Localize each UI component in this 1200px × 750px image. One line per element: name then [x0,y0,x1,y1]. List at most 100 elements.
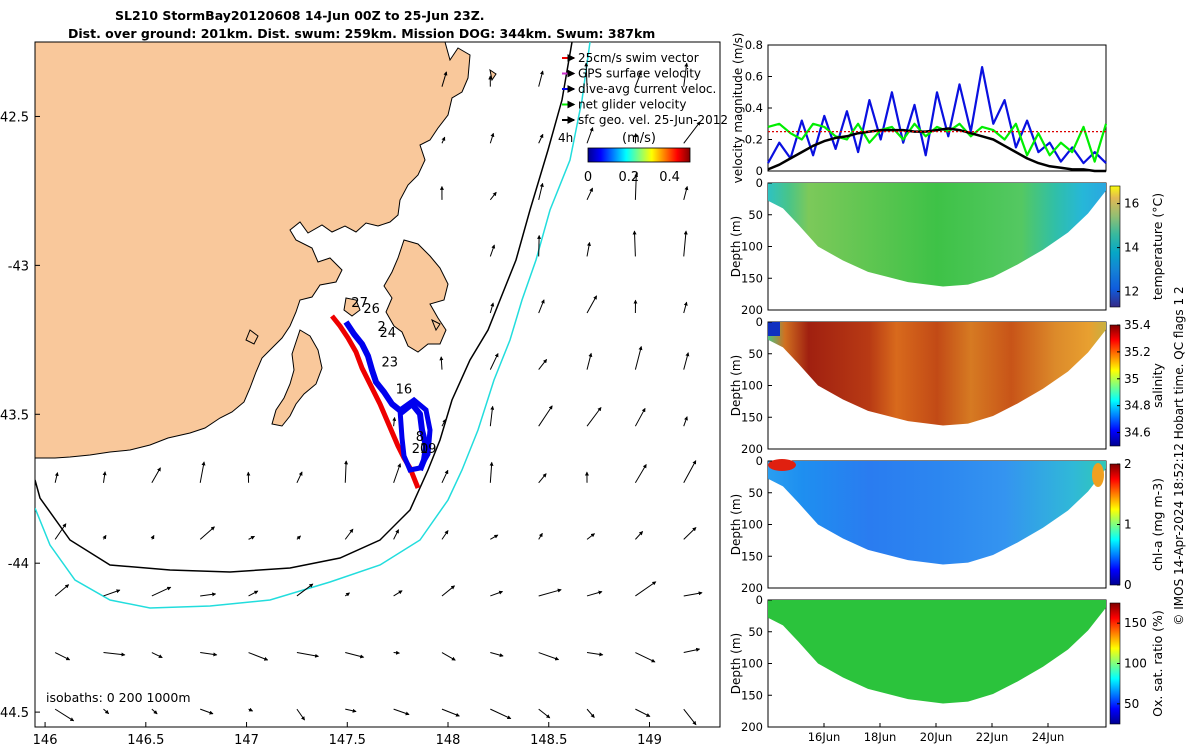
velocity-vector [296,535,301,540]
velocity-vector [54,584,70,597]
map-y-tick-label: 43.5 [0,408,29,423]
land-bruny [271,329,323,427]
velocity-y-tick-label: 0.2 [745,133,763,147]
section-colorbar-tick-label: 50 [1124,697,1139,711]
velocity-vector [200,592,217,597]
velocity-vector [538,133,544,144]
section-y-tick-label: 50 [748,347,763,361]
velocity-vector [489,244,496,257]
section-y-tick-label: 100 [741,657,763,671]
velocity-vector [538,405,553,427]
velocity-vector [490,708,512,720]
velocity-vector [199,526,215,540]
velocity-vector [490,590,504,597]
velocity-vector [538,708,551,719]
velocity-vector [586,406,602,427]
credit-text: © IMOS 14-Apr-2024 18:52:12 Hobart time.… [1172,286,1186,625]
velocity-vector [538,358,548,370]
velocity-vector [489,132,495,144]
velocity-y-tick-label: 0.8 [745,38,763,52]
velocity-vector [441,652,456,661]
section-data-fill [768,600,1106,704]
land-small-islands [245,68,497,345]
velocity-vector [103,652,126,657]
section-y-tick-label: 150 [741,688,763,702]
velocity-vector [296,471,303,483]
legend-label: dive-avg current veloc. [578,82,716,96]
legend-label: 25cm/s swim vector [578,51,699,65]
velocity-vector [393,463,402,483]
section-y-tick-label: 100 [741,379,763,393]
velocity-vector [248,590,259,597]
velocity-axes [767,44,1107,172]
velocity-vector [344,528,354,540]
map-x-ticks: 146 146.5 147 147.5 148 148.5 149 [33,722,662,748]
section-ylabel: Depth (m) [729,494,743,555]
section-colorbar-tick-label: 2 [1124,457,1132,471]
velocity-vector [538,473,547,484]
velocity-vector [683,301,688,314]
map-colorbar-ticks: 0 0.2 0.4 [584,170,680,185]
velocity-vector [150,534,155,540]
map-x-tick-label: 149 [637,733,662,748]
map-colorbar-tick-label: 0.2 [618,170,639,185]
section-y-tick-label: 150 [741,410,763,424]
map-colorbar-bar [587,147,691,163]
velocity-vector [489,405,495,427]
section-x-tick-label: 22Jun [976,730,1009,744]
legend-label: net glider velocity [578,98,686,112]
velocity-vector [345,652,365,659]
salinity-surface-patch [768,322,780,336]
section-y-tick-label: 100 [741,240,763,254]
section-colorbar-label: Ox. sat. ratio (%) [1150,610,1165,717]
velocity-vector [538,588,562,597]
figure-title-line1: SL210 StormBay20120608 14-Jun 00Z to 25-… [115,8,485,23]
section-y-tick-label: 200 [741,720,763,734]
section-ylabel: Depth (m) [729,633,743,694]
velocity-vector [683,591,703,597]
section-colorbar-label: chl-a (mg m-3) [1150,478,1165,571]
velocity-vector [683,708,697,726]
velocity-vector [538,299,545,314]
section-panel-chla-section: 0 50 100 150 200 Depth (m) 0 1 2 chl-a (mg m-3) [729,454,1165,595]
velocity-ylabel: velocity magnitude (m/s) [731,33,745,184]
surface-velocity-vectors [54,62,703,726]
velocity-vector [393,529,399,540]
velocity-vector [586,187,593,201]
velocity-vector [586,295,597,314]
map-y-tick-label: 44.5 [0,706,29,721]
velocity-vector [538,70,544,87]
velocity-vector [103,708,110,715]
velocity-vector [586,652,604,657]
isobath-label: isobaths: 0 200 1000m [46,690,191,705]
velocity-series-line [767,127,1106,173]
velocity-vector [635,708,651,717]
track-day-label: 20 [412,442,429,457]
velocity-vector [683,230,688,257]
velocity-vector [248,535,256,540]
map-x-tick-label: 148 [436,733,461,748]
section-colorbar [1109,185,1121,308]
velocity-vector [538,182,544,200]
velocity-vector [393,708,410,716]
track-day-label: 24 [380,326,397,341]
velocity-vector [635,581,657,597]
section-x-tick-label: 20Jun [920,730,953,744]
velocity-vector [392,416,397,427]
section-colorbar-label: temperature (°C) [1150,193,1165,300]
velocity-vector [344,460,349,483]
velocity-series-line [767,65,1107,165]
map-x-tick-label: 147.5 [329,733,366,748]
velocity-series [767,65,1108,173]
velocity-vector [586,708,595,718]
velocity-vector [489,302,495,314]
section-y-tick-label: 0 [756,176,763,190]
map-y-tick-label: 42.5 [0,110,29,125]
velocity-vector [54,523,67,540]
velocity-vector [199,461,206,483]
section-y-tick-label: 0 [756,315,763,329]
legend-label: GPS surface velocity [578,67,701,81]
velocity-vector [586,590,603,597]
velocity-vector [683,185,689,200]
